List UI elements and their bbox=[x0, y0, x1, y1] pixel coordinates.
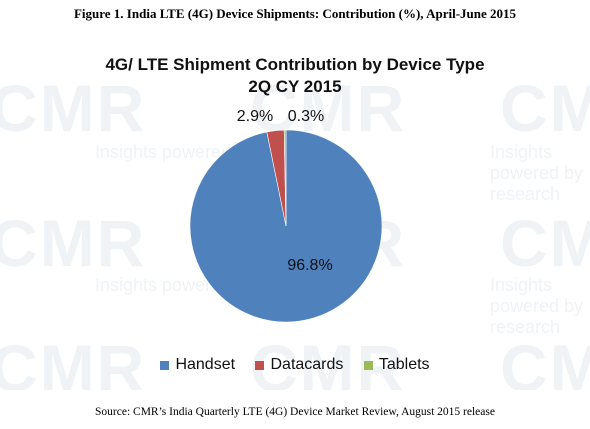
chart-area: CMR CMR CMR Insights powered by research… bbox=[0, 30, 590, 390]
pie-slice-tablets bbox=[283, 129, 287, 227]
legend-item-tablets: Tablets bbox=[363, 356, 430, 374]
legend-swatch-handset bbox=[160, 360, 170, 370]
legend-label-tablets: Tablets bbox=[378, 356, 430, 373]
legend-swatch-tablets bbox=[363, 360, 373, 370]
chart-title-line2: 2Q CY 2015 bbox=[248, 77, 342, 96]
legend-item-handset: Handset bbox=[160, 356, 235, 374]
figure-title: Figure 1. India LTE (4G) Device Shipment… bbox=[73, 6, 517, 21]
pie-chart: 96.8% 2.9% 0.3% bbox=[189, 108, 383, 323]
watermark: CMR CMR CMR Insights powered by research… bbox=[0, 30, 590, 390]
watermark-brand: CMR bbox=[500, 206, 590, 280]
watermark-brand: CMR bbox=[500, 331, 590, 390]
data-label-handset: 96.8% bbox=[287, 257, 332, 274]
source-note: Source: CMR’s India Quarterly LTE (4G) D… bbox=[95, 406, 495, 418]
chart-title-line1: 4G/ LTE Shipment Contribution by Device … bbox=[105, 55, 485, 74]
watermark-brand: CMR bbox=[0, 331, 147, 390]
watermark-tagline: Insights powered by research bbox=[490, 275, 584, 337]
legend-label-datacards: Datacards bbox=[270, 356, 344, 373]
legend-swatch-datacards bbox=[255, 360, 265, 370]
data-label-datacards: 2.9% bbox=[237, 108, 273, 125]
watermark-brand: CMR bbox=[0, 71, 147, 145]
watermark-brand: CMR bbox=[0, 206, 147, 280]
watermark-brand: CMR bbox=[250, 331, 407, 390]
legend-label-handset: Handset bbox=[175, 356, 236, 373]
watermark-tagline: Insights powered by research bbox=[490, 142, 584, 204]
chart-title: 4G/ LTE Shipment Contribution by Device … bbox=[0, 54, 590, 98]
data-label-tablets: 0.3% bbox=[288, 108, 324, 125]
watermark-brand: CMR bbox=[500, 71, 590, 145]
legend-item-datacards: Datacards bbox=[255, 356, 343, 374]
legend: Handset Datacards Tablets bbox=[0, 356, 590, 375]
